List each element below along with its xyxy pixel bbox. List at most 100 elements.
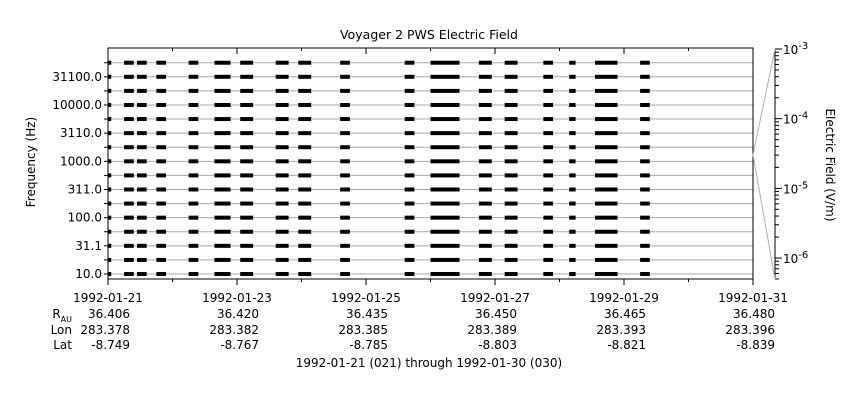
data-mark [137, 131, 147, 136]
data-mark [214, 201, 231, 206]
ephemeris-value: 283.382 [209, 323, 259, 337]
data-mark [188, 159, 199, 164]
data-mark [594, 74, 618, 79]
y-tick-label: 10.0 [75, 267, 102, 281]
ephemeris-value: -8.767 [220, 338, 259, 352]
data-mark [298, 102, 312, 107]
data-mark [504, 257, 518, 262]
data-mark [569, 88, 576, 93]
data-mark [124, 60, 134, 65]
data-mark [543, 272, 554, 276]
data-mark [156, 187, 167, 192]
data-mark [404, 187, 415, 192]
data-mark [275, 131, 289, 136]
data-mark [543, 201, 554, 206]
data-mark [340, 272, 350, 276]
data-mark [594, 215, 618, 220]
data-mark [430, 173, 460, 178]
data-mark [404, 102, 415, 107]
data-mark [124, 257, 134, 262]
data-mark [108, 173, 112, 178]
data-mark [340, 74, 350, 79]
data-mark [594, 131, 618, 136]
data-mark [430, 117, 460, 122]
data-mark [137, 215, 147, 220]
data-mark [504, 145, 518, 150]
data-mark [108, 145, 112, 150]
data-mark [340, 215, 350, 220]
data-mark [430, 74, 460, 79]
data-mark [298, 74, 312, 79]
data-mark [137, 102, 147, 107]
data-mark [543, 215, 554, 220]
data-mark [240, 131, 254, 136]
data-mark [214, 159, 231, 164]
y-tick-label: 31.1 [75, 239, 102, 253]
data-mark [240, 159, 254, 164]
data-mark [137, 257, 147, 262]
data-mark [594, 145, 618, 150]
data-mark [340, 145, 350, 150]
data-mark [240, 117, 254, 122]
data-mark [430, 201, 460, 206]
data-mark [594, 102, 618, 107]
colorbar-connector [752, 154, 776, 280]
data-mark [430, 243, 460, 248]
y-tick-label: 10000.0 [52, 98, 102, 112]
data-mark [240, 272, 254, 276]
data-mark [156, 243, 167, 248]
data-mark [188, 60, 199, 65]
ephemeris-value: 283.385 [338, 323, 388, 337]
ephemeris-value: 36.465 [604, 307, 646, 321]
data-mark [569, 215, 576, 220]
data-mark [275, 243, 289, 248]
data-mark [569, 60, 576, 65]
data-mark [504, 117, 518, 122]
data-mark [430, 60, 460, 65]
data-mark [430, 145, 460, 150]
data-mark [240, 145, 254, 150]
data-mark [124, 102, 134, 107]
data-mark [214, 173, 231, 178]
data-mark [124, 145, 134, 150]
data-mark [124, 243, 134, 248]
data-mark [214, 243, 231, 248]
data-mark [543, 243, 554, 248]
data-mark [240, 215, 254, 220]
data-mark [504, 272, 518, 276]
ephemeris-value: 36.450 [475, 307, 517, 321]
data-mark [594, 173, 618, 178]
data-mark [594, 88, 618, 93]
data-mark [504, 159, 518, 164]
data-mark [569, 243, 576, 248]
data-mark [504, 131, 518, 136]
data-mark [478, 215, 492, 220]
y-tick-label: 1000.0 [60, 154, 102, 168]
data-mark [594, 159, 618, 164]
data-mark [188, 88, 199, 93]
data-mark [640, 60, 650, 65]
data-mark [340, 60, 350, 65]
colorbar-tick-label: 10-6 [783, 250, 808, 266]
data-mark [404, 159, 415, 164]
data-mark [543, 173, 554, 178]
data-mark [188, 117, 199, 122]
data-mark [108, 229, 112, 234]
data-mark [404, 145, 415, 150]
data-mark [156, 201, 167, 206]
data-mark [404, 215, 415, 220]
data-mark [569, 102, 576, 107]
data-mark [569, 257, 576, 262]
data-mark [137, 60, 147, 65]
data-mark [340, 187, 350, 192]
data-mark [275, 102, 289, 107]
data-mark [108, 60, 112, 65]
data-mark [108, 243, 112, 248]
ephemeris-value: 36.406 [88, 307, 130, 321]
data-mark [543, 159, 554, 164]
data-mark [240, 74, 254, 79]
data-mark [298, 173, 312, 178]
data-mark [430, 102, 460, 107]
data-mark [430, 159, 460, 164]
